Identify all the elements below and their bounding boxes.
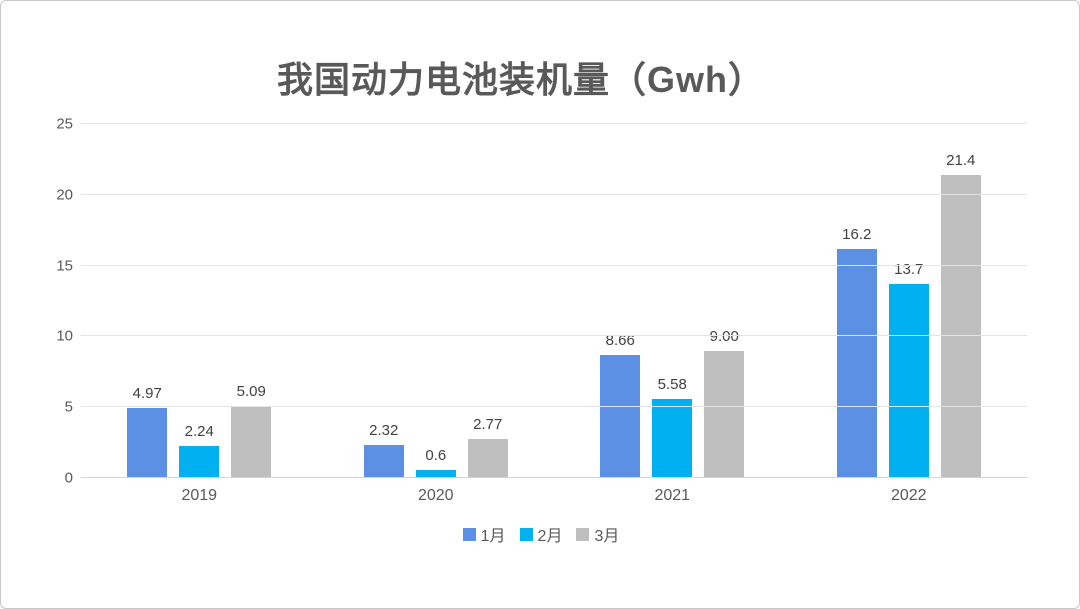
- bar-group-2020: 2.32 0.6 2.77: [318, 124, 555, 478]
- gridline-25: [81, 123, 1027, 124]
- bar-value-label-1月-2019: 4.97: [132, 384, 162, 402]
- bar-group-2021: 8.66 5.58 9.00: [554, 124, 791, 478]
- bar-value-label-2月-2021: 5.58: [657, 376, 687, 393]
- legend-item-3月: 3月: [576, 522, 619, 546]
- bar-1月-2019: [127, 407, 168, 478]
- y-tick-label-5: 5: [64, 398, 73, 416]
- legend-swatch-icon-1月: [462, 527, 476, 541]
- y-tick-label-25: 25: [56, 115, 73, 133]
- bar-col-1月-2020: 2.32: [363, 422, 404, 478]
- bar-value-label-1月-2021: 8.66: [605, 332, 635, 350]
- bar-col-3月-2022: 21.4: [940, 151, 981, 478]
- bar-value-label-2月-2020: 0.6: [425, 446, 447, 464]
- bar-2月-2019: [179, 446, 220, 478]
- legend: 1月 2月 3月: [1, 522, 1079, 546]
- bar-col-3月-2019: 5.09: [231, 382, 272, 478]
- legend-item-1月: 1月: [462, 522, 506, 546]
- bar-group-2019: 4.97 2.24 5.09: [81, 124, 318, 478]
- bar-value-label-1月-2020: 2.32: [369, 422, 399, 440]
- legend-label-1月: 1月: [480, 528, 506, 545]
- bar-value-label-3月-2022: 21.4: [946, 151, 976, 169]
- gridline-20: [81, 193, 1027, 195]
- gridline-0: [81, 477, 1027, 478]
- bar-col-3月-2021: 9.00: [704, 328, 745, 478]
- x-axis: 2019 2020 2021 2022: [81, 487, 1027, 505]
- bar-value-label-3月-2019: 5.09: [236, 382, 266, 400]
- bar-1月-2022: [836, 248, 877, 478]
- bar-col-2月-2021: 5.58: [652, 376, 693, 478]
- bar-3月-2020: [467, 438, 508, 478]
- x-axis-label-2020: 2020: [417, 487, 454, 504]
- bar-value-label-2月-2019: 2.24: [184, 423, 214, 441]
- x-axis-label-2021: 2021: [654, 487, 691, 504]
- gridline-15: [81, 264, 1027, 266]
- bar-col-1月-2021: 8.66: [600, 332, 641, 478]
- legend-item-2月: 2月: [519, 522, 563, 546]
- bar-col-1月-2022: 16.2: [836, 225, 877, 478]
- bar-3月-2019: [231, 405, 272, 478]
- bar-2月-2022: [888, 284, 929, 478]
- legend-label-2月: 2月: [537, 528, 563, 545]
- bar-group-2022: 16.2 13.7 21.4: [791, 124, 1028, 478]
- bar-value-label-2月-2022: 13.7: [894, 261, 924, 279]
- bar-2月-2021: [652, 399, 693, 478]
- y-tick-label-10: 10: [56, 327, 73, 345]
- x-axis-label-2022: 2022: [890, 487, 927, 504]
- y-tick-label-20: 20: [56, 186, 73, 204]
- gridline-10: [81, 335, 1027, 337]
- y-tick-label-15: 15: [56, 257, 73, 275]
- bar-1月-2020: [363, 445, 404, 478]
- plot-area: 4.97 2.24 5.09 2.32 0.6 2.77 8.66 5.58 9.00 16.2 1…: [81, 123, 1027, 478]
- bar-value-label-1月-2022: 16.2: [842, 225, 872, 243]
- gridline-5: [81, 406, 1027, 408]
- bar-3月-2021: [704, 350, 745, 478]
- legend-label-3月: 3月: [594, 528, 620, 545]
- x-axis-label-2019: 2019: [181, 487, 218, 504]
- bar-col-2月-2020: 0.6: [415, 446, 456, 478]
- bar-col-2月-2022: 13.7: [888, 261, 929, 478]
- bar-3月-2022: [940, 174, 981, 478]
- bar-groups: 4.97 2.24 5.09 2.32 0.6 2.77 8.66 5.58 9.00 16.2 1…: [81, 124, 1027, 478]
- bar-1月-2021: [600, 355, 641, 478]
- y-tick-label-0: 0: [64, 469, 73, 487]
- bar-value-label-3月-2020: 2.77: [473, 415, 503, 433]
- bar-col-2月-2019: 2.24: [179, 423, 220, 478]
- legend-swatch-icon-2月: [519, 527, 533, 541]
- chart-title: 我国动力电池装机量（Gwh）: [277, 59, 765, 100]
- bar-col-3月-2020: 2.77: [467, 415, 508, 478]
- bar-col-1月-2019: 4.97: [127, 384, 168, 478]
- bar-2月-2020: [415, 469, 456, 478]
- legend-swatch-icon-3月: [576, 527, 590, 541]
- y-axis: 0 5 10 15 20 25: [31, 116, 73, 487]
